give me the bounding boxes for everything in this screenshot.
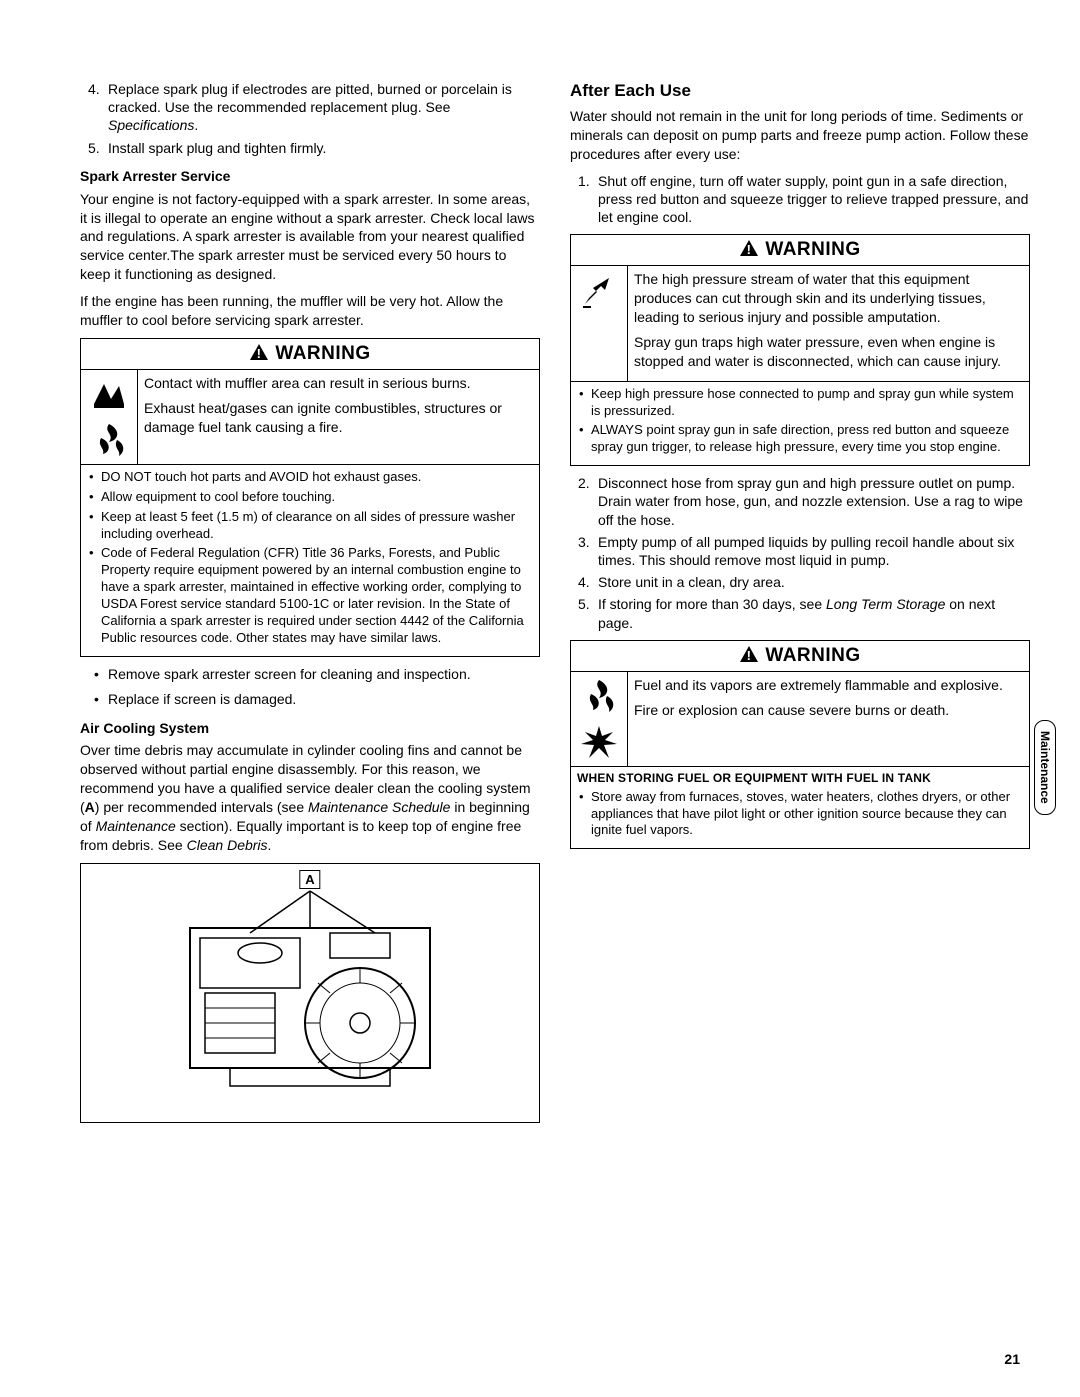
fire-icon (89, 420, 129, 460)
step5-text: Install spark plug and tighten firmly. (108, 140, 326, 156)
engine-label-A: A (299, 870, 320, 889)
warning-box-2: ! WARNING The high pressure stream of wa… (570, 234, 1030, 466)
after-step-2: 2.Disconnect hose from spray gun and hig… (598, 474, 1030, 529)
warning-1-bullets: DO NOT touch hot parts and AVOID hot exh… (81, 464, 539, 656)
warning-3-caps: WHEN STORING FUEL OR EQUIPMENT WITH FUEL… (571, 766, 1029, 789)
spark-plug-steps: 4.Replace spark plug if electrodes are p… (80, 80, 540, 157)
after-use-steps-1: 1.Shut off engine, turn off water supply… (570, 172, 1030, 227)
spark-p1: Your engine is not factory-equipped with… (80, 190, 540, 284)
warning-box-3: ! WARNING Fuel and its vapors are extrem… (570, 640, 1030, 850)
spark-arrester-head: Spark Arrester Service (80, 167, 540, 186)
air-cooling-para: Over time debris may accumulate in cylin… (80, 741, 540, 854)
after-use-steps-2: 2.Disconnect hose from spray gun and hig… (570, 474, 1030, 632)
warning-triangle-icon: ! (739, 239, 759, 263)
hot-surface-icon (89, 374, 129, 414)
svg-text:!: ! (747, 648, 752, 663)
engine-diagram: A (80, 863, 540, 1123)
after-each-use-head: After Each Use (570, 80, 1030, 103)
spark-p2: If the engine has been running, the muff… (80, 292, 540, 330)
step-4: 4.Replace spark plug if electrodes are p… (108, 80, 540, 135)
warning-3-title: ! WARNING (571, 641, 1029, 672)
spark-sub-bullets: Remove spark arrester screen for cleanin… (108, 665, 540, 709)
left-column: 4.Replace spark plug if electrodes are p… (80, 80, 540, 1123)
air-cooling-head: Air Cooling System (80, 719, 540, 738)
warning-3-icons (571, 672, 627, 766)
warning-2-icons (571, 266, 627, 380)
warning-2-bullets: Keep high pressure hose connected to pum… (571, 381, 1029, 466)
after-step-3: 3.Empty pump of all pumped liquids by pu… (598, 533, 1030, 569)
step4-text: Replace spark plug if electrodes are pit… (108, 81, 512, 115)
warning-box-1: ! WARNING Contact with muffler area can … (80, 338, 540, 657)
page-number: 21 (1004, 1351, 1020, 1367)
after-step-4: 4.Store unit in a clean, dry area. (598, 573, 1030, 591)
after-step-1: 1.Shut off engine, turn off water supply… (598, 172, 1030, 227)
injection-hazard-icon (579, 270, 619, 310)
warning-triangle-icon: ! (249, 343, 269, 367)
warning-3-text: Fuel and its vapors are extremely flamma… (627, 672, 1029, 766)
explosion-icon (579, 722, 619, 762)
step4-italic: Specifications (108, 117, 194, 133)
step-5: 5.Install spark plug and tighten firmly. (108, 139, 540, 157)
warning-3-bullets: Store away from furnaces, stoves, water … (571, 789, 1029, 849)
warning-triangle-icon: ! (739, 645, 759, 669)
right-column: After Each Use Water should not remain i… (570, 80, 1030, 1123)
warning-2-title: ! WARNING (571, 235, 1029, 266)
svg-text:!: ! (747, 242, 752, 257)
fire-icon (579, 676, 619, 716)
warning-1-icons (81, 370, 137, 464)
warning-2-text: The high pressure stream of water that t… (627, 266, 1029, 380)
svg-text:!: ! (257, 346, 262, 361)
after-step-5: 5.If storing for more than 30 days, see … (598, 595, 1030, 631)
engine-illustration (130, 873, 490, 1113)
warning-1-text: Contact with muffler area can result in … (137, 370, 539, 464)
warning-1-title: ! WARNING (81, 339, 539, 370)
after-use-p1: Water should not remain in the unit for … (570, 107, 1030, 164)
side-tab-maintenance: Maintenance (1034, 720, 1056, 815)
